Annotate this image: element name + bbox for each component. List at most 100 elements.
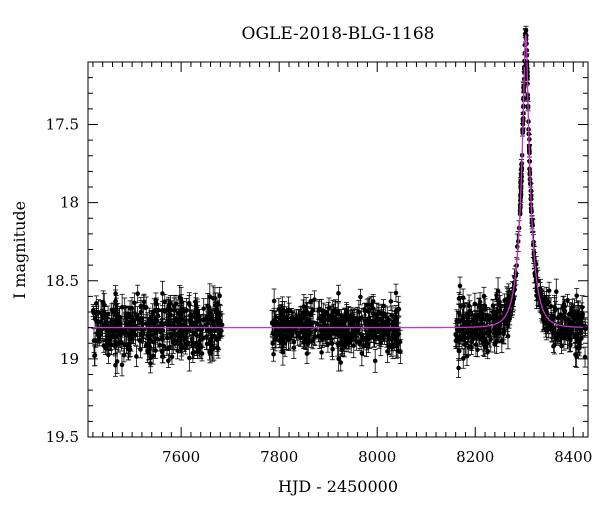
data-point [92, 344, 98, 367]
data-point [323, 304, 329, 321]
data-point [177, 318, 183, 333]
data-point [392, 330, 398, 347]
data-point [91, 328, 97, 354]
x-tick-label: 7600 [162, 448, 200, 466]
data-point [577, 318, 583, 341]
data-point [330, 299, 336, 325]
data-point [151, 298, 157, 325]
data-point [102, 317, 108, 334]
data-point [153, 292, 159, 309]
data-point [153, 342, 159, 359]
data-point [184, 298, 190, 323]
data-point [314, 311, 320, 337]
data-point [101, 338, 107, 353]
axes-layer: 7600 7800 8000 8200 8400 17.5 18 18.5 19 19.5 [46, 61, 592, 466]
data-point [189, 332, 195, 360]
data-point [276, 298, 282, 321]
data-point [546, 319, 552, 339]
data-point [457, 276, 463, 295]
data-point [490, 298, 496, 326]
data-point [141, 293, 147, 311]
data-point [122, 333, 128, 357]
data-point [552, 297, 558, 324]
data-point [135, 284, 141, 303]
model-curve [88, 34, 588, 329]
data-point [138, 297, 144, 316]
data-point [575, 341, 581, 356]
data-point [538, 278, 544, 302]
data-point [125, 337, 131, 361]
data-point [150, 347, 156, 365]
data-point [555, 321, 561, 343]
data-point [177, 335, 183, 354]
data-point [208, 313, 214, 326]
data-point [386, 338, 392, 356]
data-point [164, 341, 170, 356]
y-tick-label: 19.5 [46, 428, 79, 446]
data-point [212, 325, 218, 348]
data-point [210, 285, 216, 312]
data-point [342, 326, 348, 349]
data-point [123, 319, 129, 344]
data-point [114, 310, 120, 337]
data-point [160, 350, 166, 364]
data-point [165, 353, 171, 368]
data-point [346, 336, 352, 350]
data-point [544, 295, 550, 312]
data-point [282, 301, 288, 322]
data-point [219, 313, 225, 337]
data-point [157, 339, 163, 352]
data-point [112, 328, 118, 355]
data-point [194, 340, 200, 354]
data-point [573, 305, 579, 324]
data-point [300, 319, 306, 344]
data-point [311, 290, 317, 309]
data-point [354, 306, 360, 331]
data-point [288, 314, 294, 336]
data-point [357, 333, 363, 349]
data-point [285, 314, 291, 332]
data-point [207, 342, 213, 364]
data-point [546, 281, 552, 300]
data-layer [90, 25, 588, 378]
data-point [478, 327, 484, 342]
data-point [186, 292, 192, 317]
data-point [387, 319, 393, 340]
data-point [502, 293, 508, 308]
x-tick-label: 8400 [554, 448, 592, 466]
data-point [135, 313, 141, 326]
data-point [133, 345, 139, 368]
data-point [343, 311, 349, 329]
data-point [278, 304, 284, 323]
data-point [125, 305, 131, 323]
data-point [96, 329, 102, 343]
data-point [94, 305, 100, 324]
data-point [497, 308, 503, 330]
data-point [98, 323, 104, 339]
data-point [372, 349, 378, 373]
data-point [201, 298, 207, 320]
data-point [324, 328, 330, 347]
data-point [480, 329, 486, 356]
y-tick-label: 19 [60, 350, 79, 368]
y-axis-label: I magnitude [10, 201, 29, 299]
x-tick-label: 8200 [456, 448, 494, 466]
data-point [370, 302, 376, 324]
x-tick-label: 7800 [260, 448, 298, 466]
y-tick-label: 17.5 [46, 116, 79, 134]
data-point [166, 296, 172, 315]
data-point [485, 343, 491, 360]
x-tick-label: 8000 [358, 448, 396, 466]
data-point [487, 309, 493, 324]
data-point [550, 317, 556, 339]
data-point [168, 324, 174, 350]
plot-frame [87, 61, 589, 438]
data-point [395, 332, 401, 351]
data-point [171, 294, 177, 318]
data-point [189, 309, 195, 323]
data-point [366, 310, 372, 328]
y-tick-label: 18 [60, 194, 79, 212]
data-point [574, 324, 580, 349]
data-point [297, 329, 303, 347]
